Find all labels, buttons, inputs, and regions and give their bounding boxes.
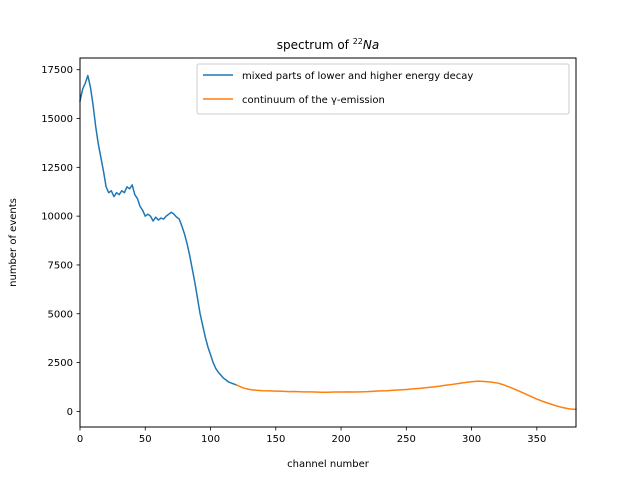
legend-label-continuum: continuum of the γ-emission [242, 95, 385, 106]
y-tick-label: 17500 [41, 65, 73, 76]
x-tick-label: 150 [266, 434, 285, 445]
y-axis: 0 2500 5000 7500 10000 12500 15000 17500 [41, 65, 80, 418]
legend: mixed parts of lower and higher energy d… [196, 63, 570, 115]
series-line-1 [235, 380, 577, 411]
x-axis: 0 50 100 150 200 250 300 350 [77, 427, 546, 445]
x-tick-label: 200 [332, 434, 351, 445]
plot-background [80, 58, 576, 427]
y-tick-label: 15000 [41, 114, 73, 125]
x-tick-label: 100 [201, 434, 220, 445]
x-tick-label: 350 [527, 434, 546, 445]
x-tick-label: 300 [462, 434, 481, 445]
chart-title: spectrum of 22Na [277, 37, 380, 52]
plot-frame [79, 57, 577, 428]
title-isotope-symbol: Na [363, 38, 379, 52]
y-axis-label: number of events [8, 198, 19, 287]
title-prefix: spectrum of [277, 38, 353, 52]
series-line-0 [79, 74, 238, 386]
legend-label-mixed-parts: mixed parts of lower and higher energy d… [242, 71, 473, 82]
series-layer [79, 74, 577, 411]
x-axis-label: channel number [287, 459, 370, 470]
legend-box [196, 63, 570, 115]
plot-area [79, 57, 577, 428]
y-tick-label: 0 [67, 407, 73, 418]
x-tick-label: 250 [397, 434, 416, 445]
y-tick-label: 7500 [48, 260, 73, 271]
y-tick-label: 12500 [41, 163, 73, 174]
y-tick-label: 2500 [48, 358, 73, 369]
y-tick-label: 10000 [41, 212, 73, 223]
y-tick-label: 5000 [48, 309, 73, 320]
title-isotope-mass: 22 [353, 37, 363, 46]
x-tick-label: 0 [77, 434, 83, 445]
x-tick-label: 50 [139, 434, 152, 445]
